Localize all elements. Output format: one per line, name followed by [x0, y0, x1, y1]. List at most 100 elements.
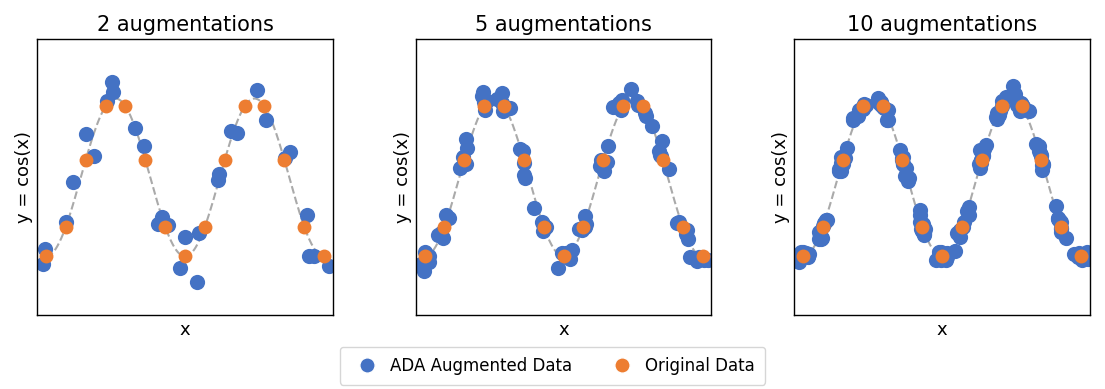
Point — [494, 90, 512, 96]
Point — [934, 253, 951, 259]
Point — [948, 230, 966, 236]
Point — [577, 213, 594, 219]
Point — [104, 89, 122, 95]
Point — [971, 147, 989, 153]
Point — [1033, 167, 1051, 173]
Point — [1052, 223, 1070, 230]
Point — [297, 212, 315, 218]
Point — [534, 221, 551, 228]
Point — [930, 249, 948, 256]
Point — [98, 98, 116, 104]
Point — [1075, 253, 1093, 259]
Point — [799, 254, 817, 260]
Point — [154, 214, 171, 220]
Point — [970, 161, 988, 167]
Point — [831, 165, 849, 172]
Point — [871, 100, 888, 106]
Y-axis label: y = cos(x): y = cos(x) — [15, 131, 33, 223]
Point — [850, 113, 867, 119]
Point — [1053, 225, 1071, 231]
Point — [451, 165, 469, 171]
Y-axis label: y = cos(x): y = cos(x) — [772, 131, 790, 223]
Point — [1082, 251, 1099, 258]
Point — [915, 230, 933, 237]
Point — [669, 219, 686, 226]
Point — [844, 117, 862, 123]
Point — [596, 168, 613, 174]
Point — [989, 112, 1007, 118]
Point — [938, 250, 956, 256]
Point — [176, 234, 193, 240]
Point — [554, 250, 571, 256]
Point — [958, 208, 976, 214]
Point — [1050, 215, 1067, 221]
Point — [897, 165, 915, 171]
X-axis label: x: x — [558, 321, 569, 339]
Point — [176, 253, 193, 259]
Point — [1072, 253, 1090, 259]
Point — [135, 143, 152, 149]
Point — [998, 93, 1015, 100]
Point — [222, 128, 240, 134]
Point — [960, 204, 978, 210]
Point — [975, 152, 992, 158]
Point — [830, 168, 848, 174]
Point — [894, 161, 912, 167]
Point — [434, 235, 452, 241]
Point — [896, 173, 914, 179]
Point — [792, 252, 810, 258]
Point — [950, 229, 968, 235]
Point — [487, 96, 505, 102]
Point — [557, 250, 575, 256]
Point — [899, 178, 917, 184]
Point — [415, 268, 433, 274]
Point — [818, 217, 835, 223]
Point — [793, 249, 811, 255]
Point — [857, 102, 875, 108]
Point — [475, 89, 493, 96]
Point — [834, 161, 852, 167]
Point — [954, 224, 971, 230]
Point — [815, 220, 833, 226]
Y-axis label: y = cos(x): y = cos(x) — [393, 131, 411, 223]
Point — [493, 100, 511, 106]
Point — [97, 103, 115, 109]
Point — [988, 114, 1006, 121]
Point — [1034, 161, 1052, 167]
Point — [915, 231, 933, 238]
Point — [938, 251, 956, 258]
Point — [494, 109, 512, 115]
Point — [972, 157, 990, 163]
Point — [301, 253, 318, 259]
Point — [35, 246, 53, 252]
Point — [1011, 108, 1029, 114]
Point — [695, 257, 713, 263]
Point — [475, 98, 493, 105]
Point — [1014, 104, 1032, 110]
Point — [916, 226, 934, 233]
Point — [1006, 91, 1023, 97]
Point — [680, 236, 697, 242]
Point — [549, 265, 567, 271]
Point — [972, 160, 990, 166]
Point — [988, 116, 1006, 123]
Point — [790, 259, 808, 265]
Point — [894, 155, 912, 161]
Point — [77, 131, 95, 138]
Point — [990, 112, 1008, 118]
Point — [901, 175, 918, 181]
Point — [800, 251, 818, 258]
Point — [813, 235, 831, 241]
Point — [501, 105, 518, 111]
Point — [818, 217, 835, 223]
Point — [561, 256, 579, 262]
Point — [832, 159, 850, 166]
Point — [555, 253, 572, 259]
Point — [594, 157, 612, 163]
Point — [915, 232, 933, 238]
Point — [814, 223, 832, 230]
Point — [1053, 226, 1071, 232]
Title: 5 augmentations: 5 augmentations — [475, 15, 652, 35]
Point — [1020, 108, 1038, 114]
Title: 10 augmentations: 10 augmentations — [848, 15, 1038, 35]
